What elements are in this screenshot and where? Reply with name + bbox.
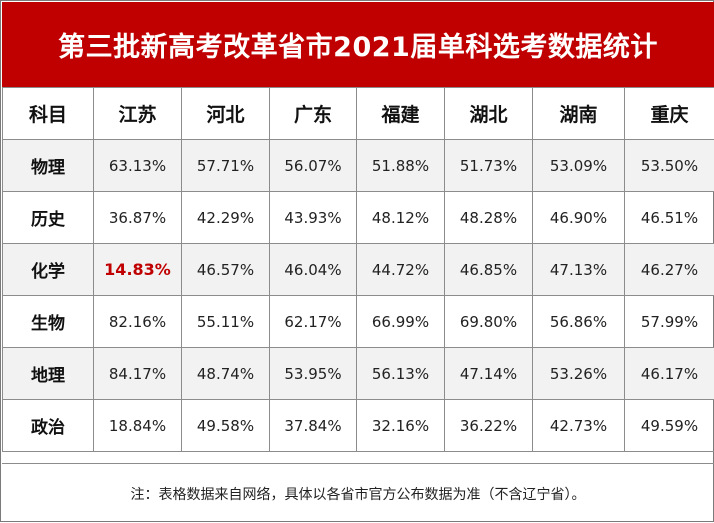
table-cell: 42.73% [533,400,625,452]
row-subject: 生物 [3,296,94,348]
table-cell: 51.88% [357,140,445,192]
table-cell: 46.51% [625,192,714,244]
table-cell: 53.50% [625,140,714,192]
table-cell: 47.13% [533,244,625,296]
table-cell: 46.57% [182,244,270,296]
table-cell: 57.71% [182,140,270,192]
table-cell: 56.13% [357,348,445,400]
table-cell: 48.28% [445,192,533,244]
table-cell: 53.26% [533,348,625,400]
table-header-row: 科目 江苏 河北 广东 福建 湖北 湖南 重庆 [3,88,714,140]
header-subject: 科目 [3,88,94,140]
footnote: 注：表格数据来自网络，具体以各省市官方公布数据为准（不含辽宁省）。 [2,463,714,523]
row-subject: 地理 [3,348,94,400]
table-row: 历史 36.87% 42.29% 43.93% 48.12% 48.28% 46… [3,192,714,244]
row-subject: 化学 [3,244,94,296]
row-subject: 历史 [3,192,94,244]
table-cell: 46.90% [533,192,625,244]
header-hunan: 湖南 [533,88,625,140]
table-cell: 43.93% [270,192,357,244]
table-cell: 49.59% [625,400,714,452]
header-fujian: 福建 [357,88,445,140]
table-cell: 56.86% [533,296,625,348]
table-row: 化学 14.83% 46.57% 46.04% 44.72% 46.85% 47… [3,244,714,296]
table-cell: 57.99% [625,296,714,348]
header-hebei: 河北 [182,88,270,140]
table-row: 政治 18.84% 49.58% 37.84% 32.16% 36.22% 42… [3,400,714,452]
stats-table: 科目 江苏 河北 广东 福建 湖北 湖南 重庆 物理 63.13% 57.71%… [2,87,714,452]
header-jiangsu: 江苏 [94,88,182,140]
table-cell: 49.58% [182,400,270,452]
row-subject: 政治 [3,400,94,452]
table-cell: 18.84% [94,400,182,452]
table-cell: 36.87% [94,192,182,244]
table-cell: 82.16% [94,296,182,348]
table-cell: 53.09% [533,140,625,192]
table-cell: 56.07% [270,140,357,192]
header-hubei: 湖北 [445,88,533,140]
row-subject: 物理 [3,140,94,192]
table-cell: 37.84% [270,400,357,452]
page-title: 第三批新高考改革省市2021届单科选考数据统计 [2,2,714,87]
table-cell: 36.22% [445,400,533,452]
table-cell-highlight: 14.83% [94,244,182,296]
table-cell: 63.13% [94,140,182,192]
table-row: 物理 63.13% 57.71% 56.07% 51.88% 51.73% 53… [3,140,714,192]
table-row: 地理 84.17% 48.74% 53.95% 56.13% 47.14% 53… [3,348,714,400]
table-cell: 84.17% [94,348,182,400]
table-cell: 69.80% [445,296,533,348]
header-guangdong: 广东 [270,88,357,140]
table-cell: 42.29% [182,192,270,244]
table-row: 生物 82.16% 55.11% 62.17% 66.99% 69.80% 56… [3,296,714,348]
table-cell: 53.95% [270,348,357,400]
table-cell: 44.72% [357,244,445,296]
table-cell: 32.16% [357,400,445,452]
table-cell: 46.27% [625,244,714,296]
table-cell: 51.73% [445,140,533,192]
table-cell: 46.17% [625,348,714,400]
table-cell: 66.99% [357,296,445,348]
table-cell: 48.74% [182,348,270,400]
table-cell: 48.12% [357,192,445,244]
table-cell: 46.85% [445,244,533,296]
header-chongqing: 重庆 [625,88,714,140]
table-cell: 46.04% [270,244,357,296]
table-cell: 55.11% [182,296,270,348]
table-cell: 62.17% [270,296,357,348]
table-cell: 47.14% [445,348,533,400]
